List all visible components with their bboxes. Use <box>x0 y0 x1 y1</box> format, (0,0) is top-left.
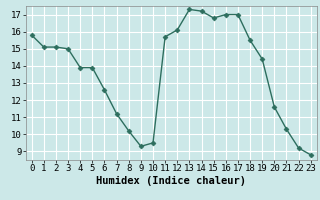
X-axis label: Humidex (Indice chaleur): Humidex (Indice chaleur) <box>96 176 246 186</box>
